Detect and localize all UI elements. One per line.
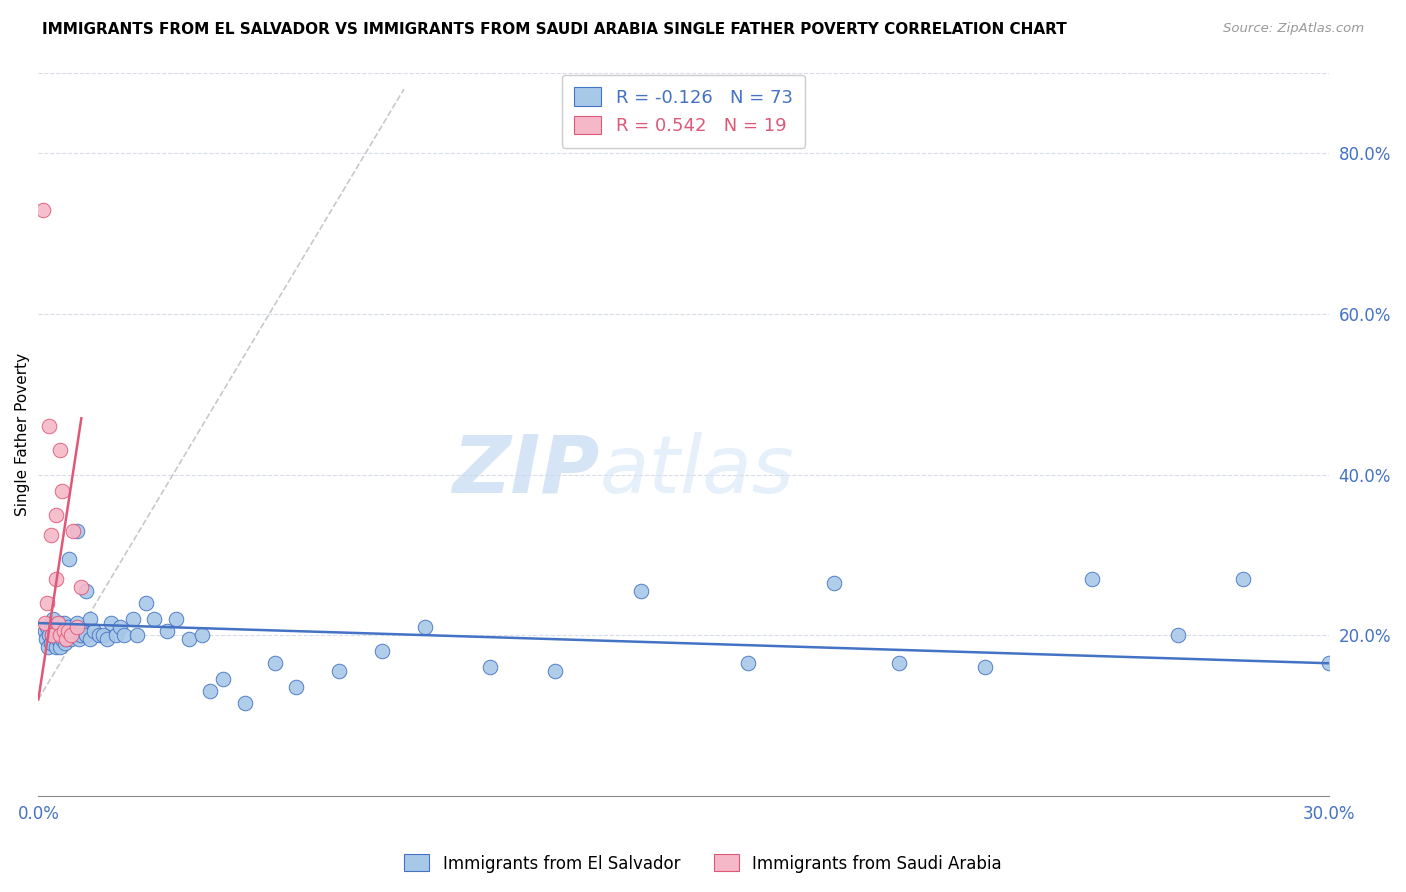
Point — [96, 632, 118, 647]
Point — [823, 576, 845, 591]
Text: atlas: atlas — [600, 432, 794, 509]
Point — [53, 636, 76, 650]
Point — [62, 628, 84, 642]
Text: IMMIGRANTS FROM EL SALVADOR VS IMMIGRANTS FROM SAUDI ARABIA SINGLE FATHER POVERT: IMMIGRANTS FROM EL SALVADOR VS IMMIGRANT… — [42, 22, 1067, 37]
Point — [62, 624, 84, 639]
Point — [45, 508, 67, 522]
Point — [630, 584, 652, 599]
Point — [83, 624, 105, 639]
Point — [66, 616, 89, 631]
Point — [75, 628, 97, 642]
Point — [49, 443, 72, 458]
Point — [191, 628, 214, 642]
Point — [39, 616, 62, 631]
Point — [79, 632, 101, 647]
Point — [66, 524, 89, 538]
Point — [34, 616, 56, 631]
Point — [66, 620, 89, 634]
Point — [59, 628, 82, 642]
Point — [285, 681, 308, 695]
Point — [35, 632, 58, 647]
Point — [58, 552, 80, 566]
Point — [233, 697, 256, 711]
Text: Source: ZipAtlas.com: Source: ZipAtlas.com — [1223, 22, 1364, 36]
Point — [59, 632, 82, 647]
Point — [46, 616, 69, 631]
Point — [127, 628, 149, 642]
Point — [104, 628, 127, 642]
Point — [39, 636, 62, 650]
Point — [973, 660, 995, 674]
Point — [45, 620, 67, 634]
Point — [45, 572, 67, 586]
Point — [135, 596, 157, 610]
Point — [37, 640, 59, 655]
Point — [177, 632, 200, 647]
Point — [108, 620, 131, 634]
Y-axis label: Single Father Poverty: Single Father Poverty — [15, 353, 30, 516]
Point — [100, 616, 122, 631]
Point — [49, 628, 72, 642]
Point — [70, 580, 93, 594]
Point — [415, 620, 437, 634]
Point — [38, 628, 60, 642]
Legend: R = -0.126   N = 73, R = 0.542   N = 19: R = -0.126 N = 73, R = 0.542 N = 19 — [561, 75, 806, 148]
Point — [45, 632, 67, 647]
Point — [79, 612, 101, 626]
Point — [53, 624, 76, 639]
Point — [91, 628, 114, 642]
Point — [45, 640, 67, 655]
Point — [1317, 657, 1340, 671]
Point — [31, 202, 53, 217]
Point — [45, 628, 67, 642]
Point — [200, 684, 222, 698]
Point — [165, 612, 187, 626]
Point — [41, 628, 63, 642]
Point — [49, 628, 72, 642]
Point — [737, 657, 759, 671]
Point — [49, 640, 72, 655]
Point — [70, 628, 93, 642]
Point — [34, 624, 56, 639]
Point — [70, 624, 93, 639]
Point — [478, 660, 501, 674]
Point — [143, 612, 166, 626]
Point — [1167, 628, 1189, 642]
Point — [53, 616, 76, 631]
Point — [62, 524, 84, 538]
Point — [42, 612, 65, 626]
Point — [55, 632, 77, 647]
Point — [58, 628, 80, 642]
Point — [212, 673, 235, 687]
Point — [112, 628, 135, 642]
Point — [41, 628, 63, 642]
Point — [1081, 572, 1104, 586]
Point — [75, 584, 97, 599]
Point — [264, 657, 287, 671]
Point — [55, 632, 77, 647]
Point — [35, 620, 58, 634]
Point — [49, 628, 72, 642]
Point — [887, 657, 910, 671]
Point — [35, 596, 58, 610]
Point — [543, 665, 565, 679]
Point — [328, 665, 350, 679]
Legend: Immigrants from El Salvador, Immigrants from Saudi Arabia: Immigrants from El Salvador, Immigrants … — [398, 847, 1008, 880]
Point — [87, 628, 110, 642]
Point — [51, 632, 73, 647]
Point — [122, 612, 145, 626]
Point — [46, 632, 69, 647]
Point — [58, 624, 80, 639]
Point — [67, 632, 90, 647]
Point — [58, 620, 80, 634]
Point — [53, 624, 76, 639]
Point — [51, 483, 73, 498]
Point — [156, 624, 179, 639]
Point — [38, 419, 60, 434]
Text: ZIP: ZIP — [453, 432, 600, 509]
Point — [1232, 572, 1254, 586]
Point — [49, 616, 72, 631]
Point — [39, 528, 62, 542]
Point — [371, 644, 394, 658]
